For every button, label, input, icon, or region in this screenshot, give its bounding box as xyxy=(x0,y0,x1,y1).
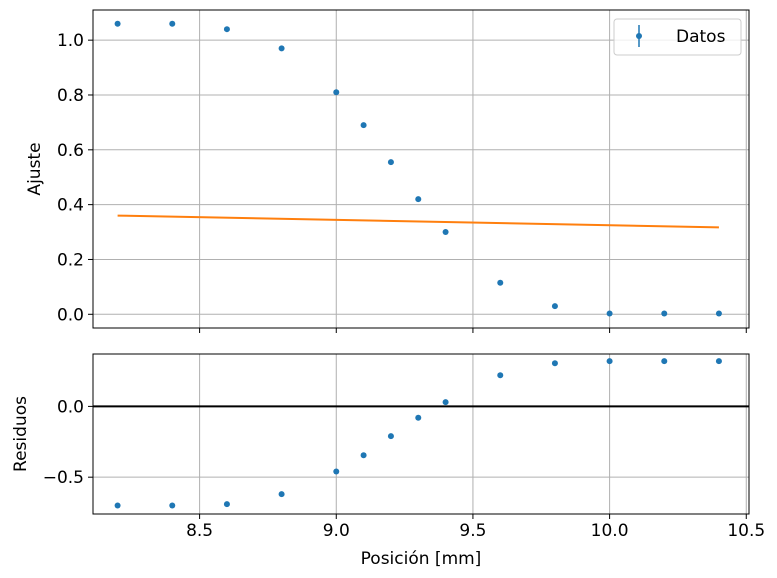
fit-data-points xyxy=(114,20,722,317)
legend-point-marker xyxy=(636,33,642,39)
data-point xyxy=(661,310,668,317)
residuals-x-ticks: 8.5 9.0 9.5 10.0 10.5 xyxy=(186,514,765,541)
y-tick-label: 0.2 xyxy=(57,250,84,270)
data-point xyxy=(551,360,558,367)
y-tick-label: −0.5 xyxy=(43,468,84,488)
y-tick-label: 0.0 xyxy=(57,397,84,417)
residuals-panel: 8.5 9.0 9.5 10.0 10.5 0.0 −0.5 Residuos Posic… xyxy=(11,353,765,569)
residuals-data-points xyxy=(114,358,722,509)
data-point xyxy=(606,310,613,317)
data-point xyxy=(360,452,367,459)
data-point xyxy=(497,279,504,286)
data-point xyxy=(278,491,285,498)
data-point xyxy=(715,310,722,317)
y-tick-label: 0.8 xyxy=(57,86,84,106)
x-tick-label: 8.5 xyxy=(186,521,213,541)
data-point xyxy=(415,196,422,203)
legend: Datos xyxy=(613,18,742,56)
residuals-y-ticks: 0.0 −0.5 xyxy=(43,397,93,488)
legend-frame xyxy=(613,18,742,56)
data-point xyxy=(387,433,394,440)
data-point xyxy=(387,159,394,166)
x-tick-label: 9.0 xyxy=(323,521,350,541)
data-point xyxy=(360,122,367,129)
y-tick-label: 0.4 xyxy=(57,196,84,216)
data-point xyxy=(114,502,121,509)
data-point xyxy=(169,502,176,509)
data-point xyxy=(606,358,613,365)
legend-entry-datos: Datos xyxy=(676,27,726,47)
fit-panel: 0.0 0.2 0.4 0.6 0.8 1.0 Ajuste Datos xyxy=(25,9,750,333)
data-point xyxy=(278,45,285,52)
residuals-y-axis-label: Residuos xyxy=(11,396,31,472)
data-point xyxy=(223,26,230,33)
fit-line xyxy=(117,214,719,229)
data-point xyxy=(333,468,340,475)
data-point xyxy=(442,399,449,406)
data-point xyxy=(551,303,558,310)
data-point xyxy=(333,89,340,96)
data-point xyxy=(442,229,449,236)
fit-y-ticks: 0.0 0.2 0.4 0.6 0.8 1.0 xyxy=(57,31,93,325)
y-tick-label: 0.0 xyxy=(57,305,84,325)
data-point xyxy=(169,20,176,27)
x-tick-label: 10.5 xyxy=(727,521,765,541)
data-point xyxy=(415,414,422,421)
data-point xyxy=(114,20,121,27)
x-tick-label: 9.5 xyxy=(459,521,486,541)
x-tick-label: 10.0 xyxy=(591,521,629,541)
data-point xyxy=(497,372,504,379)
fit-x-ticks xyxy=(199,328,747,333)
data-point xyxy=(223,501,230,508)
y-tick-label: 1.0 xyxy=(57,31,84,51)
fit-axes-frame xyxy=(92,9,750,329)
fit-y-axis-label: Ajuste xyxy=(25,142,45,195)
fit-grid xyxy=(93,10,749,328)
data-point xyxy=(661,358,668,365)
y-tick-label: 0.6 xyxy=(57,141,84,161)
x-axis-label: Posición [mm] xyxy=(361,549,482,569)
fit-lines xyxy=(117,214,719,229)
data-point xyxy=(715,358,722,365)
residuals-axes-frame xyxy=(92,353,750,515)
